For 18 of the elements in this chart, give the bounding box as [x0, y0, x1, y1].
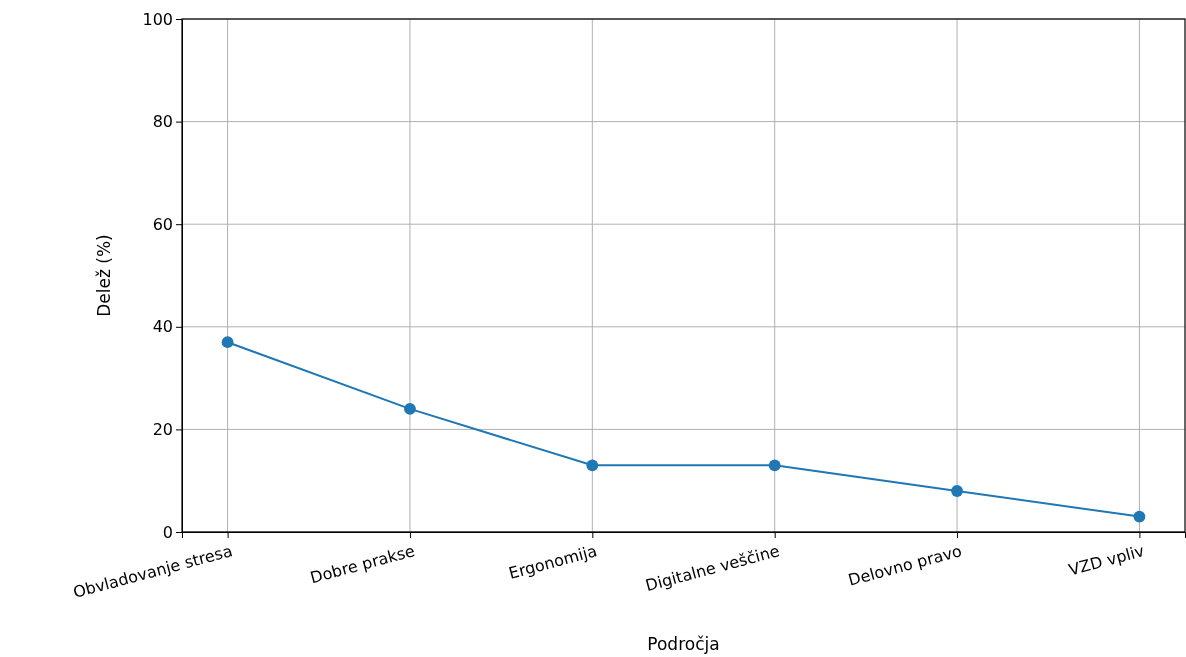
point [404, 402, 416, 415]
point [951, 485, 963, 497]
x-tick-label: Delovno pravo [846, 541, 964, 590]
x-tick-label: Dobre prakse [308, 541, 417, 588]
point [1133, 510, 1146, 523]
y-tick-label: 20 [152, 420, 173, 440]
point [586, 459, 599, 472]
y-tick-label: 100 [142, 9, 173, 29]
y-tick-label: 40 [152, 317, 173, 337]
x-axis-title: Področja [647, 634, 720, 654]
y-tick-label: 80 [152, 112, 173, 132]
y-tick-label: 0 [162, 522, 173, 542]
x-tick-label: VZD vpliv [1066, 541, 1147, 580]
point [221, 336, 234, 349]
point [768, 459, 781, 472]
y-tick-label: 60 [152, 214, 173, 234]
y-axis-title: Delež (%) [94, 234, 114, 317]
x-tick-label: Digitalne veščine [643, 541, 782, 596]
